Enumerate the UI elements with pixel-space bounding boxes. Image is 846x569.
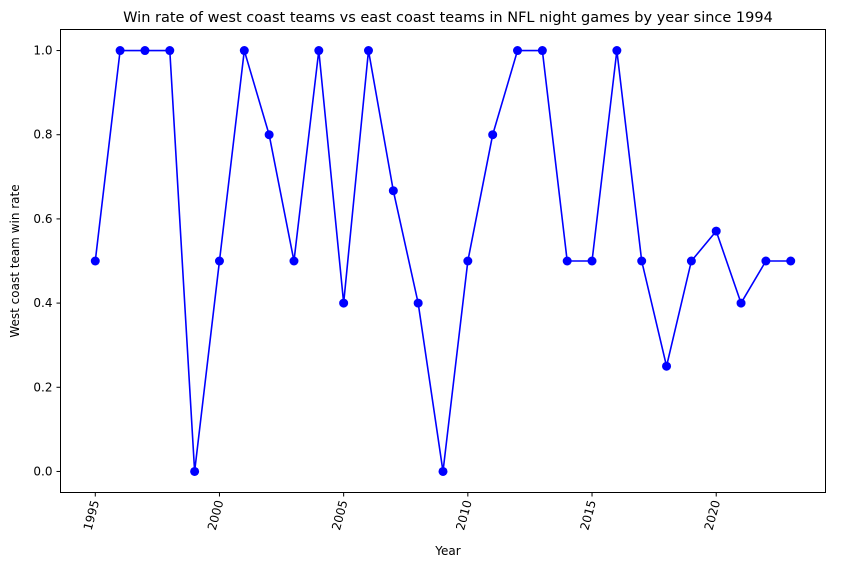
chart-title: Win rate of west coast teams vs east coa…	[123, 10, 773, 26]
data-point	[662, 361, 672, 371]
data-point	[214, 256, 224, 266]
data-point	[413, 298, 423, 308]
data-point	[90, 256, 100, 266]
x-tick-label: 2000	[205, 499, 226, 532]
data-point	[314, 46, 324, 56]
x-axis-label: Year	[434, 544, 460, 558]
x-axis: 1995 2000 2005 2010 2015 2020	[81, 492, 723, 532]
x-tick-label: 2020	[702, 499, 723, 532]
data-point	[463, 256, 473, 266]
data-point	[363, 46, 373, 56]
y-tick-label: 0.4	[33, 296, 52, 310]
data-point	[165, 46, 175, 56]
data-point	[786, 256, 796, 266]
x-tick-label: 2010	[453, 499, 474, 532]
data-point	[190, 466, 200, 476]
data-point	[637, 256, 647, 266]
x-tick-label: 2015	[577, 499, 598, 532]
y-axis: 0.0 0.2 0.4 0.6 0.8 1.0	[33, 44, 61, 478]
series-markers	[90, 46, 796, 476]
data-point	[587, 256, 597, 266]
x-tick-label: 2005	[329, 499, 350, 532]
data-point	[513, 46, 523, 56]
data-point	[438, 466, 448, 476]
data-point	[339, 298, 349, 308]
data-point	[562, 256, 572, 266]
y-tick-label: 0.6	[33, 212, 52, 226]
y-tick-label: 0.2	[33, 380, 52, 394]
data-point	[537, 46, 547, 56]
data-point	[736, 298, 746, 308]
y-axis-label: West coast team win rate	[8, 184, 22, 337]
data-point	[388, 186, 398, 196]
data-point	[115, 46, 125, 56]
y-tick-label: 0.8	[33, 128, 52, 142]
data-point	[264, 130, 274, 140]
y-tick-label: 1.0	[33, 44, 52, 58]
data-point	[686, 256, 696, 266]
data-point	[488, 130, 498, 140]
y-tick-label: 0.0	[33, 464, 52, 478]
data-point	[239, 46, 249, 56]
data-point	[612, 46, 622, 56]
plot-area	[60, 29, 826, 493]
x-tick-label: 1995	[81, 499, 102, 532]
data-point	[761, 256, 771, 266]
data-point	[140, 46, 150, 56]
data-point	[289, 256, 299, 266]
data-point	[711, 226, 721, 236]
